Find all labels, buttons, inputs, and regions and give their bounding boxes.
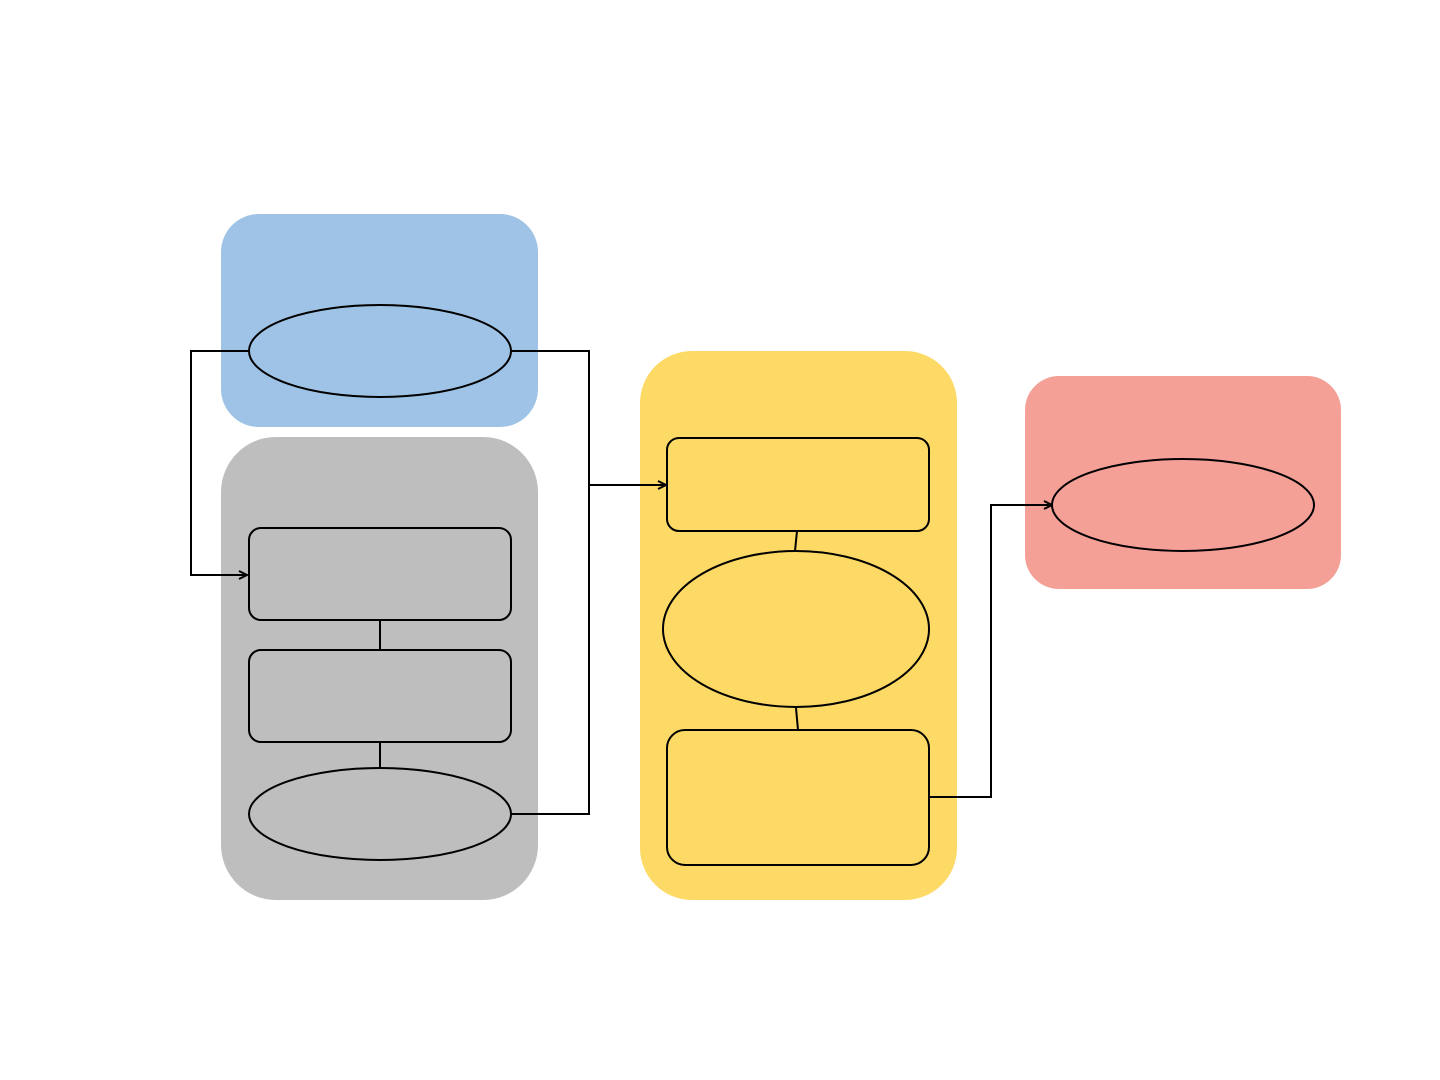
process-ellipse	[248, 767, 512, 861]
input-ellipse	[248, 304, 512, 398]
center-box-top	[666, 437, 930, 532]
edge-center-bottom-to-output	[929, 505, 1052, 798]
edge-process-ellipse-to-center	[511, 485, 590, 815]
center-box-bottom	[666, 729, 930, 866]
edge-input-to-process	[190, 350, 249, 575]
edge-input-to-center	[511, 350, 666, 485]
center-ellipse	[662, 550, 930, 708]
output-ellipse	[1051, 458, 1315, 552]
process-box-1	[248, 527, 512, 621]
edge-center-top-to-ellipse	[794, 530, 798, 552]
edge-center-ellipse-to-bottom	[795, 707, 799, 731]
process-box-2	[248, 649, 512, 743]
